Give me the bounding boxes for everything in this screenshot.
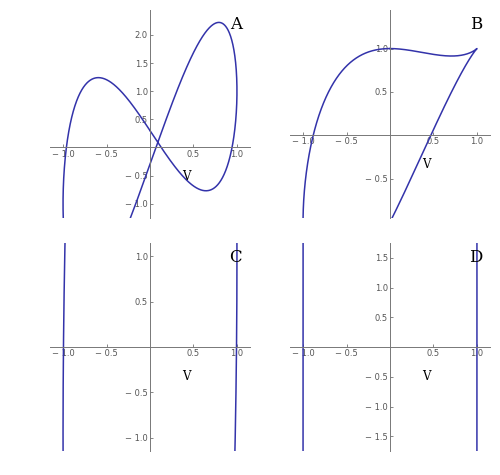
Text: V: V [182,370,190,383]
Text: V: V [422,370,430,383]
Text: A: A [230,16,242,33]
Text: D: D [468,249,482,266]
Text: B: B [470,16,482,33]
Text: V: V [182,171,190,183]
Text: V: V [422,158,430,171]
Text: C: C [230,249,242,266]
